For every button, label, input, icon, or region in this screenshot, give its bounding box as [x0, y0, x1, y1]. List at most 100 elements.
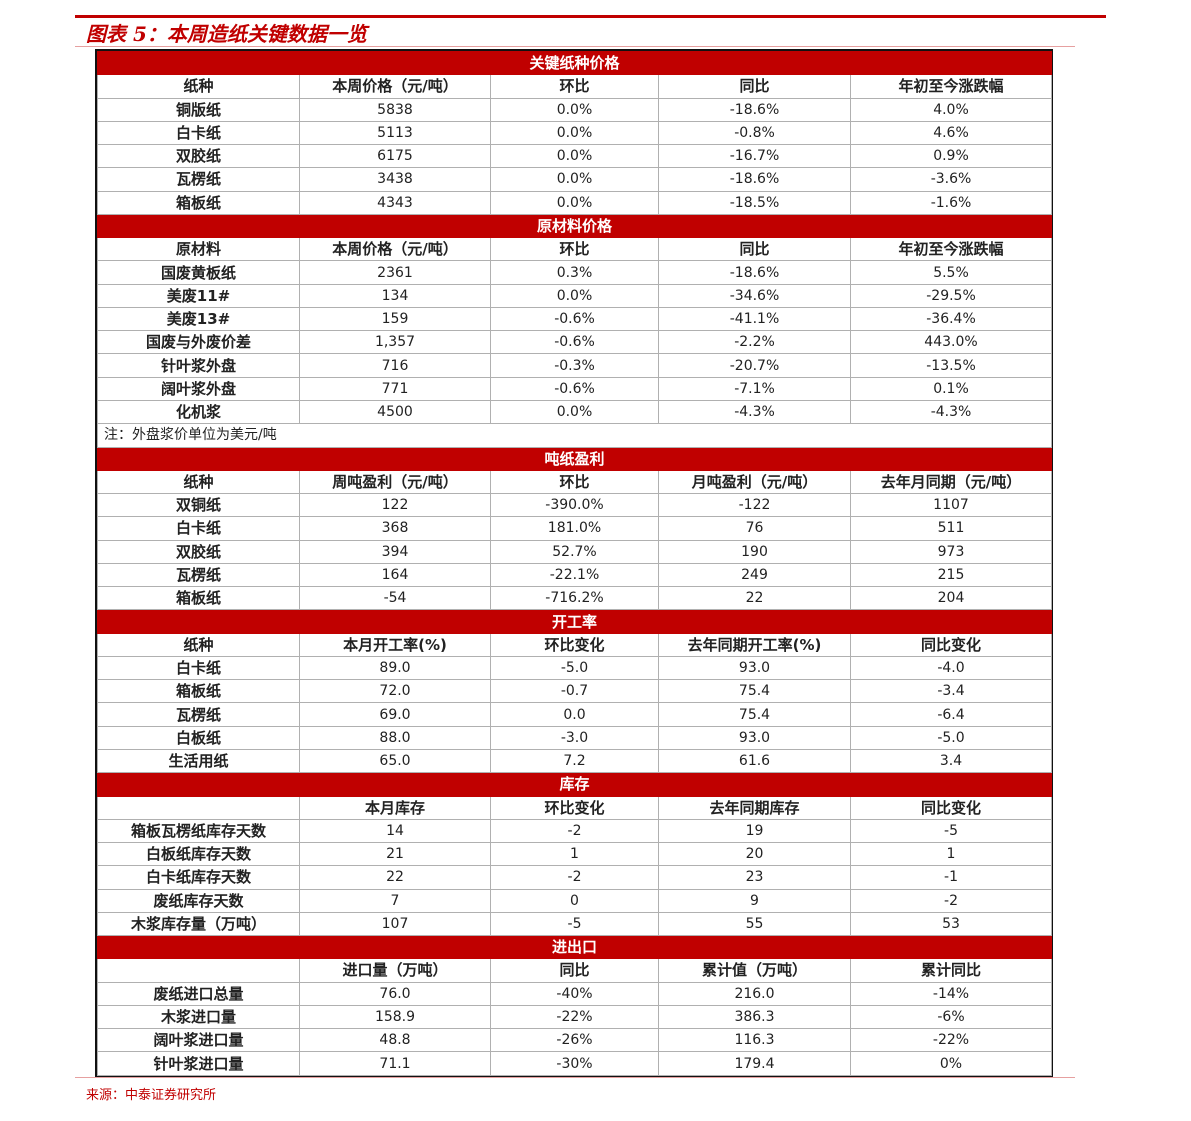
table-cell: 0.0%: [490, 399, 659, 425]
table-cell: 249: [658, 562, 851, 588]
row-label: 美废11#: [97, 283, 300, 308]
table-cell: 4500: [299, 399, 491, 425]
note-row: 注：外盘浆价单位为美元/吨: [97, 423, 1052, 448]
table-body: 关键纸种价格 纸种 本周价格（元/吨） 环比 同比 年初至今涨跌幅 铜版纸 5838 0.0% -…: [97, 50, 1052, 1076]
table-cell: 75.4: [658, 679, 851, 704]
section-title: 吨纸盈利: [97, 446, 1052, 471]
row-label: 箱板瓦楞纸库存天数: [97, 818, 300, 844]
column-header: 同比变化: [850, 632, 1052, 657]
table-row: 美废11# 134 0.0% -34.6% -29.5%: [97, 283, 1052, 308]
table-cell: 0.0: [490, 702, 659, 727]
row-label: 白卡纸: [97, 655, 300, 681]
row-label: 针叶浆外盘: [97, 353, 300, 378]
column-header: 纸种: [97, 469, 300, 495]
table-cell: 204: [850, 586, 1052, 611]
table-row: 阔叶浆外盘 771 -0.6% -7.1% 0.1%: [97, 376, 1052, 401]
column-header-row: 纸种 本周价格（元/吨） 环比 同比 年初至今涨跌幅: [97, 74, 1052, 99]
table-cell: -18.6%: [658, 97, 851, 122]
table-row: 白板纸 88.0 -3.0 93.0 -5.0: [97, 725, 1052, 750]
section-header-row: 库存: [97, 772, 1052, 797]
row-label: 白板纸库存天数: [97, 842, 300, 867]
table-row: 废纸进口总量 76.0 -40% 216.0 -14%: [97, 981, 1052, 1006]
table-cell: 71.1: [299, 1051, 491, 1076]
table-cell: -0.6%: [490, 376, 659, 401]
source-note: 来源：中泰证券研究所: [86, 1088, 217, 1103]
table-row: 白卡纸库存天数 22 -2 23 -1: [97, 865, 1052, 890]
column-header-row: 纸种 本月开工率(%) 环比变化 去年同期开工率(%) 同比变化: [97, 632, 1052, 657]
table-cell: 69.0: [299, 702, 491, 727]
table-cell: 2361: [299, 260, 491, 285]
row-label: 废纸进口总量: [97, 981, 300, 1006]
column-header-row: 本月库存 环比变化 去年同期库存 同比变化: [97, 795, 1052, 820]
column-header: 同比: [490, 958, 659, 983]
table-row: 阔叶浆进口量 48.8 -26% 116.3 -22%: [97, 1028, 1052, 1053]
table-cell: 116.3: [658, 1028, 851, 1053]
table-cell: 368: [299, 516, 491, 541]
row-label: 箱板纸: [97, 586, 300, 611]
source-rule: [75, 1077, 1075, 1078]
row-label: 木浆进口量: [97, 1004, 300, 1030]
table-row: 针叶浆进口量 71.1 -30% 179.4 0%: [97, 1051, 1052, 1076]
table-cell: 771: [299, 376, 491, 401]
row-label: 双铜纸: [97, 493, 300, 518]
table-cell: 158.9: [299, 1004, 491, 1030]
table-cell: 76: [658, 516, 851, 541]
table-cell: 179.4: [658, 1051, 851, 1076]
row-label: 化机浆: [97, 399, 300, 425]
table-cell: 0.0%: [490, 144, 659, 169]
table-cell: 716: [299, 353, 491, 378]
table-cell: 1,357: [299, 330, 491, 355]
table-cell: 93.0: [658, 725, 851, 750]
table-cell: -16.7%: [658, 144, 851, 169]
table-cell: 88.0: [299, 725, 491, 750]
table-cell: 443.0%: [850, 330, 1052, 355]
row-label: 铜版纸: [97, 97, 300, 122]
table-cell: -20.7%: [658, 353, 851, 378]
table-cell: -3.6%: [850, 167, 1052, 192]
figure-title: 图表 5：本周造纸关键数据一览: [86, 22, 367, 46]
table-cell: 61.6: [658, 748, 851, 774]
column-header: 去年同期库存: [658, 795, 851, 820]
table-cell: 122: [299, 493, 491, 518]
table-cell: 5838: [299, 97, 491, 122]
column-header: 环比: [490, 469, 659, 495]
row-label: 美废13#: [97, 306, 300, 332]
table-cell: -5.0: [490, 655, 659, 681]
column-header: 去年月同期（元/吨）: [850, 469, 1052, 495]
table-cell: -0.7: [490, 679, 659, 704]
table-cell: -4.3%: [658, 399, 851, 425]
section-title: 关键纸种价格: [97, 50, 1052, 76]
column-header: 本周价格（元/吨）: [299, 237, 491, 262]
row-label: 双胶纸: [97, 144, 300, 169]
table-cell: 1: [490, 842, 659, 867]
column-header-row: 纸种 周吨盈利（元/吨） 环比 月吨盈利（元/吨） 去年月同期（元/吨）: [97, 469, 1052, 495]
table-cell: 7.2: [490, 748, 659, 774]
row-label: 生活用纸: [97, 748, 300, 774]
column-header: 累计值（万吨）: [658, 958, 851, 983]
table-cell: 4343: [299, 190, 491, 215]
table-cell: 6175: [299, 144, 491, 169]
table-cell: -14%: [850, 981, 1052, 1006]
section-title: 库存: [97, 772, 1052, 797]
table-cell: -3.4: [850, 679, 1052, 704]
table-row: 生活用纸 65.0 7.2 61.6 3.4: [97, 748, 1052, 774]
column-header: 月吨盈利（元/吨）: [658, 469, 851, 495]
table-cell: 5113: [299, 120, 491, 146]
table-cell: 394: [299, 539, 491, 564]
table-cell: -0.6%: [490, 330, 659, 355]
column-header: 本月开工率(%): [299, 632, 491, 657]
table-cell: 93.0: [658, 655, 851, 681]
table-cell: -18.6%: [658, 260, 851, 285]
column-header: 进口量（万吨）: [299, 958, 491, 983]
table-cell: -0.3%: [490, 353, 659, 378]
column-header: 周吨盈利（元/吨）: [299, 469, 491, 495]
row-label: 废纸库存天数: [97, 888, 300, 913]
table-row: 箱板纸 72.0 -0.7 75.4 -3.4: [97, 679, 1052, 704]
section-title: 进出口: [97, 935, 1052, 960]
table-cell: 107: [299, 911, 491, 937]
table-cell: -4.3%: [850, 399, 1052, 425]
section-header-row: 进出口: [97, 935, 1052, 960]
table-cell: 89.0: [299, 655, 491, 681]
table-cell: 5.5%: [850, 260, 1052, 285]
table-cell: -26%: [490, 1028, 659, 1053]
